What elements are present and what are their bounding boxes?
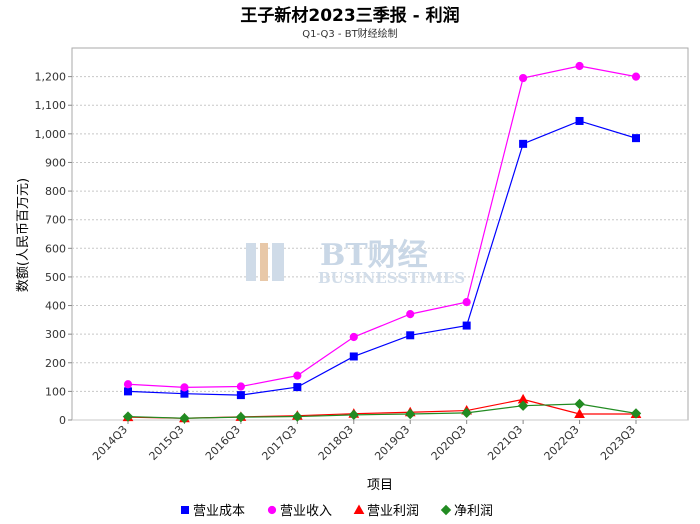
data-point [519,139,528,148]
x-axis-label: 项目 [367,478,393,493]
y-tick-label: 100 [45,385,66,398]
watermark-logo-bar-2 [260,243,268,281]
series-0 [124,116,640,400]
legend-item-3: 净利润 [440,504,493,519]
series-3 [122,398,642,424]
data-point [575,116,584,125]
y-tick-label: 800 [45,185,66,198]
data-point [632,134,640,143]
y-tick-label: 200 [45,357,66,370]
legend-item-0: 营业成本 [181,504,245,519]
data-point [292,411,303,422]
data-point [405,408,416,420]
y-axis-label: 数额(人民币百万元) [16,178,31,292]
x-tick-label: 2021Q3 [485,423,525,463]
data-point [123,380,133,389]
data-point [406,331,415,340]
y-tick-label: 1,200 [35,71,67,84]
watermark-logo-bar-3 [272,243,284,281]
data-point [461,407,472,419]
watermark-logo-bar-1 [246,243,256,281]
series-line [127,65,637,388]
legend-marker [267,505,277,515]
watermark-sub-text: BUSINESSTIMES [318,269,465,287]
y-tick-label: 300 [45,328,66,341]
data-point [462,298,471,307]
series-line [127,403,637,419]
data-point [293,383,302,392]
legend-marker [181,506,189,514]
x-tick-label: 2023Q3 [598,423,638,463]
series-layer [122,61,642,424]
data-point [236,391,245,400]
legend-marker [353,504,365,514]
plot-area [71,47,689,421]
data-point [462,321,471,330]
data-point [124,387,132,396]
series-line [127,120,637,396]
x-tick-label: 2014Q3 [90,423,130,463]
data-point [574,408,585,418]
y-axis-ticks: 0 100 200 300 400 500 600 700 800 900 1,000 1,100 1,… [35,71,72,427]
y-tick-label: 1,000 [35,128,67,141]
legend-label: 净利润 [454,504,493,519]
data-point [348,409,359,421]
data-point [293,371,302,380]
y-tick-label: 500 [45,271,66,284]
data-point [519,73,528,83]
grid-lines [72,76,688,421]
y-tick-label: 900 [45,156,66,169]
data-point [517,400,529,411]
watermark: BT财经 BUSINESSTIMES [246,238,465,287]
data-point [574,398,585,410]
x-tick-label: 2015Q3 [147,423,187,463]
x-axis-ticks: 2014Q3 2015Q3 2016Q3 2017Q3 2018Q3 2019Q3 2020… [90,420,638,463]
legend-label: 营业成本 [193,504,245,519]
data-point [236,382,245,391]
y-tick-label: 600 [45,242,66,255]
x-tick-label: 2017Q3 [259,423,299,463]
y-tick-label: 1,100 [35,99,67,112]
y-tick-label: 700 [45,214,66,227]
watermark-logo-text: BT财经 [320,238,428,273]
data-point [349,352,358,361]
x-tick-label: 2016Q3 [203,423,243,463]
data-point [406,310,415,319]
x-tick-label: 2022Q3 [542,423,582,463]
y-tick-label: 400 [45,300,66,313]
legend: 营业成本 营业收入 营业利润 净利润 [181,504,493,519]
data-point [235,411,247,423]
data-point [179,413,190,424]
data-point [575,61,584,71]
legend-label: 营业利润 [367,504,419,519]
data-point [631,72,641,81]
data-point [122,411,134,422]
x-tick-label: 2020Q3 [429,423,469,463]
legend-item-2: 营业利润 [353,504,419,519]
data-point [349,332,358,342]
data-point [630,408,642,419]
x-tick-label: 2018Q3 [316,423,356,463]
legend-marker [440,504,452,516]
x-tick-label: 2019Q3 [372,423,412,463]
y-tick-label: 0 [59,414,66,427]
chart-title: 王子新材2023三季报 - 利润 [240,5,459,26]
legend-item-1: 营业收入 [267,504,332,519]
data-point [180,383,189,392]
chart-subtitle: Q1-Q3 - BT财经绘制 [302,27,397,40]
series-1 [123,61,641,392]
legend-label: 营业收入 [280,504,332,519]
